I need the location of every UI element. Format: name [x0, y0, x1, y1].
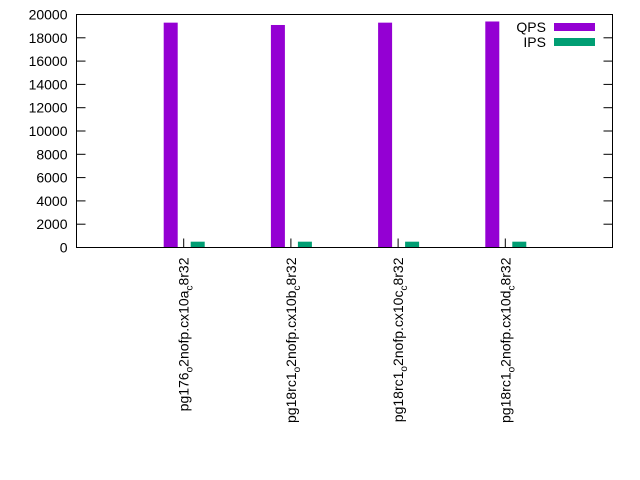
bar-qps — [378, 22, 393, 248]
plot-frame — [76, 14, 613, 248]
x-tick-label: pg18rc1o2nofp.cx10bc8r32 — [283, 257, 303, 423]
bar-ips — [190, 241, 205, 248]
y-tick-label: 10000 — [29, 123, 68, 139]
x-tick-label: pg18rc1o2nofp.cx10cc8r32 — [390, 257, 410, 422]
x-axis-labels: pg176o2nofp.cx10ac8r32 pg18rc1o2nofp.cx10… — [176, 238, 517, 423]
y-tick-label: 12000 — [29, 100, 68, 116]
y-tick-label: 2000 — [36, 216, 67, 232]
legend-label-ips: IPS — [523, 34, 546, 50]
y-tick-label: 8000 — [36, 146, 67, 162]
x-tick-label: pg18rc1o2nofp.cx10dc8r32 — [497, 257, 517, 423]
legend-swatch-ips — [554, 38, 595, 46]
y-tick-label: 18000 — [29, 30, 68, 46]
bar-qps — [485, 21, 500, 248]
x-tick-label: pg176o2nofp.cx10ac8r32 — [176, 257, 196, 411]
bar-ips — [405, 241, 420, 248]
bar-qps — [270, 24, 285, 248]
y-tick-label: 16000 — [29, 53, 68, 69]
bar-qps — [163, 22, 178, 248]
bars — [163, 21, 527, 248]
legend-label-qps: QPS — [516, 19, 546, 35]
bar-ips — [297, 241, 312, 248]
legend-swatch-qps — [554, 23, 595, 31]
y-tick-label: 14000 — [29, 76, 68, 92]
y-tick-label: 4000 — [36, 193, 67, 209]
y-tick-label: 0 — [60, 240, 68, 256]
y-tick-label: 20000 — [29, 7, 68, 23]
y-tick-label: 6000 — [36, 170, 67, 186]
y-axis-ticks: 0 2000 4000 6000 8000 10000 12000 14000 16000 180… — [29, 7, 613, 256]
bar-ips — [512, 241, 527, 248]
